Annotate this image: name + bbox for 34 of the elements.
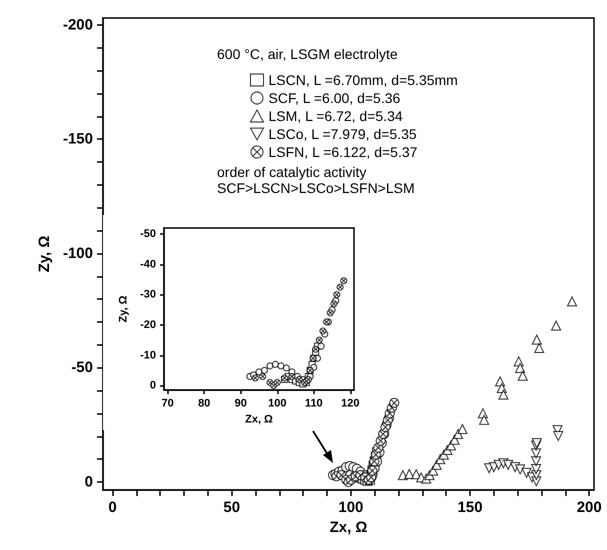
annotation: SCF>LSCN>LSCo>LSFN>LSM xyxy=(217,180,415,196)
y-tick-label: -100 xyxy=(62,244,93,262)
y-tick-label: -30 xyxy=(140,288,156,301)
legend-label: LSFN, L =6.122, d=5.37 xyxy=(268,144,418,160)
x-tick-label: 120 xyxy=(341,398,360,410)
x-axis-title: Zx, Ω xyxy=(245,414,274,426)
x-tick-label: 100 xyxy=(338,499,364,516)
x-tick-label: 0 xyxy=(108,499,117,516)
x-tick-label: 80 xyxy=(198,398,210,410)
x-axis-title: Zx, Ω xyxy=(330,518,368,536)
annotation: order of catalytic activity xyxy=(217,164,366,180)
y-tick-label: -40 xyxy=(140,258,156,270)
x-tick-label: 50 xyxy=(223,499,240,516)
x-tick-label: 110 xyxy=(304,398,323,410)
x-tick-label: 70 xyxy=(162,398,174,410)
y-tick-label: -10 xyxy=(140,349,156,362)
y-tick-label: -50 xyxy=(71,359,93,376)
legend-label: SCF, L =6.00, d=5.36 xyxy=(268,90,401,106)
legend-label: LSCN, L =6.70mm, d=5.35mm xyxy=(268,72,458,88)
legend-label: LSCo, L =7.979, d=5.35 xyxy=(268,126,417,142)
legend-label: LSM, L =6.72, d=5.34 xyxy=(268,108,403,124)
legend-title: 600 °C, air, LSGM electrolyte xyxy=(217,46,398,62)
y-tick-label: 0 xyxy=(84,474,93,490)
y-tick-label: 0 xyxy=(150,380,156,392)
y-tick-label: -20 xyxy=(140,318,156,331)
x-tick-label: 150 xyxy=(458,499,483,516)
y-axis-title: Zy, Ω xyxy=(118,295,130,323)
y-axis-title: Zy, Ω xyxy=(36,236,54,272)
x-tick-label: 90 xyxy=(234,398,247,410)
x-tick-label: 100 xyxy=(268,398,286,410)
x-tick-label: 200 xyxy=(576,499,602,516)
y-tick-label: -50 xyxy=(140,228,156,240)
y-tick-label: -200 xyxy=(62,16,93,34)
y-tick-label: -150 xyxy=(62,130,93,148)
